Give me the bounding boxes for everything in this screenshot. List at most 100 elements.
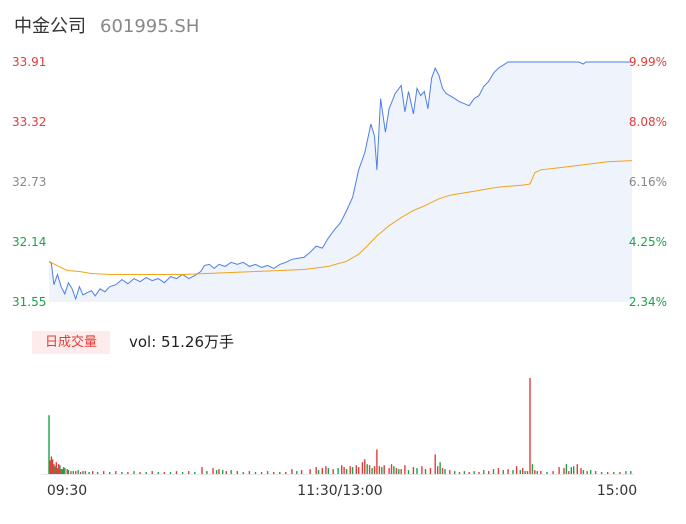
stock-name: 中金公司 [14,16,86,37]
volume-bar [230,470,232,474]
volume-bar [79,472,82,474]
volume-bar [82,471,84,474]
volume-bar [96,472,99,474]
volume-bar [412,467,415,474]
volume-bar [300,470,303,474]
volume-bar [576,464,578,474]
volume-bar [212,468,214,474]
volume-bar [563,468,565,474]
volume-bar [492,469,495,474]
volume-bar [345,469,348,474]
time-tick-label: 15:00 [597,483,637,499]
volume-bar [92,471,94,474]
volume-bar [524,471,526,474]
volume-bar [215,470,218,474]
volume-bar [315,467,317,474]
volume-bar [586,471,588,474]
volume-bar [242,472,244,474]
stock-code: 601995.SH [100,16,200,37]
volume-bar [84,471,87,474]
percent-tick-label: 4.25% [629,235,667,249]
volume-bar [157,472,159,474]
volume-bar [522,468,524,474]
volume-bar [607,472,609,474]
price-tick-label: 32.73 [12,175,46,189]
volume-bar [507,469,509,474]
volume-bar [51,459,54,474]
volume-bar [381,467,383,474]
volume-bar [358,467,360,474]
volume-bar [64,468,66,474]
volume-bar [526,471,529,474]
volume-bar [127,472,129,474]
volume-bar [321,468,323,474]
volume-bar [424,469,427,474]
volume-bar [463,471,466,474]
price-tick-label: 33.91 [12,55,46,69]
volume-bar [625,471,627,474]
percent-tick-label: 6.16% [629,175,667,189]
volume-bar [378,466,381,474]
volume-bar [349,466,351,474]
volume-bar [582,470,585,474]
volume-bar [145,472,147,474]
price-tick-label: 32.14 [12,235,46,249]
volume-bar [55,462,57,474]
volume-bar [552,471,554,474]
volume-bar [619,472,621,474]
volume-bar [61,469,64,474]
volume-bar [429,468,432,474]
volume-bar [473,471,475,474]
volume-bar [613,472,615,474]
volume-bar [279,472,281,474]
volume-bar [351,467,354,474]
volume-bar [376,449,378,474]
volume-bar [88,472,90,474]
volume-bar [115,471,117,474]
volume-readout: vol: 51.26万手 [129,333,234,351]
volume-bar [531,464,534,474]
stock-header: 中金公司 601995.SH [14,12,199,40]
volume-bar [139,472,141,474]
volume-bar [206,471,208,474]
volume-bar [248,471,251,474]
volume-bar [441,468,444,474]
volume-bar [260,472,263,474]
volume-bar [77,470,79,474]
volume-bar [449,470,451,474]
volume-bar [343,467,345,474]
volume-bar [600,472,603,474]
volume-bar [483,470,485,474]
volume-bar [50,456,53,474]
volume-tab[interactable]: 日成交量 [32,331,110,354]
price-area [49,62,632,302]
volume-bar [388,468,390,474]
volume-bar [390,464,393,474]
volume-bar [53,464,55,474]
volume-bar [201,467,203,474]
volume-bar [56,468,59,474]
volume-bar [70,471,72,474]
volume-bar [568,471,570,474]
volume-bar [565,464,568,474]
volume-bar [109,472,111,474]
volume-bar [327,468,330,474]
volume-bar [478,472,480,474]
volume-bar [400,469,402,474]
volume-bar [60,469,62,474]
volume-bar [169,472,172,474]
percent-tick-label: 9.99% [629,55,667,69]
volume-bar [291,469,293,474]
volume-bar [398,469,400,474]
volume-bar [163,472,166,474]
volume-bar [188,471,190,474]
volume-bar [546,472,548,474]
volume-bar [181,472,184,474]
time-tick-label: 09:30 [47,483,87,499]
volume-bar [58,464,60,474]
volume-bar [332,469,334,474]
price-tick-label: 33.32 [12,115,46,129]
volume-bar [373,466,376,474]
volume-bar [371,468,373,474]
